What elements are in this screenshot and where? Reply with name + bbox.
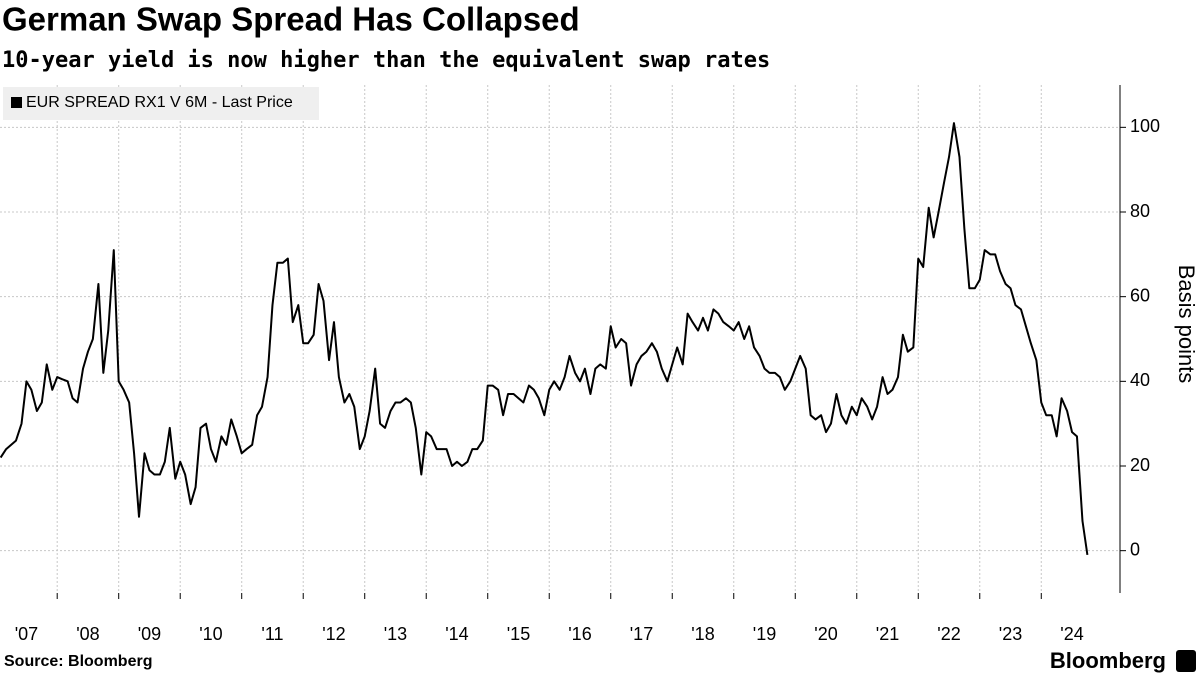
y-tick-label: 0	[1130, 539, 1140, 559]
x-tick-label: '08	[76, 624, 99, 644]
brand: Bloomberg	[1050, 648, 1166, 673]
source: Source: Bloomberg	[4, 653, 152, 670]
x-tick-label: '09	[138, 624, 161, 644]
line-series	[0, 122, 1089, 556]
x-tick-label: '18	[691, 624, 714, 644]
x-tick-label: '13	[384, 624, 407, 644]
brand-icon	[1176, 650, 1196, 672]
legend-box	[3, 87, 319, 120]
x-tick-label: '10	[199, 624, 222, 644]
y-tick-label: 80	[1130, 201, 1150, 221]
chart-subtitle: 10-year yield is now higher than the equ…	[2, 48, 770, 73]
x-tick-label: '19	[753, 624, 776, 644]
y-tick-label: 20	[1130, 455, 1150, 475]
chart-title: German Swap Spread Has Collapsed	[2, 1, 580, 38]
x-tick-label: '22	[937, 624, 960, 644]
x-tick-label: '20	[814, 624, 837, 644]
x-tick-label: '11	[261, 624, 283, 644]
y-tick-label: 60	[1130, 285, 1150, 305]
x-tick-label: '21	[876, 624, 899, 644]
x-tick-label: '07	[15, 624, 38, 644]
x-tick-label: '24	[1060, 624, 1083, 644]
x-tick-label: '14	[445, 624, 468, 644]
x-tick-label: '16	[568, 624, 591, 644]
x-tick-label: '23	[999, 624, 1022, 644]
legend-label: EUR SPREAD RX1 V 6M - Last Price	[26, 94, 293, 111]
x-tick-label: '12	[322, 624, 345, 644]
x-tick-label: '15	[507, 624, 530, 644]
legend-swatch	[11, 97, 22, 108]
x-tick-label: '17	[630, 624, 653, 644]
y-axis-label: Basis points	[1174, 265, 1199, 384]
y-tick-label: 100	[1130, 116, 1160, 136]
y-tick-label: 40	[1130, 370, 1150, 390]
